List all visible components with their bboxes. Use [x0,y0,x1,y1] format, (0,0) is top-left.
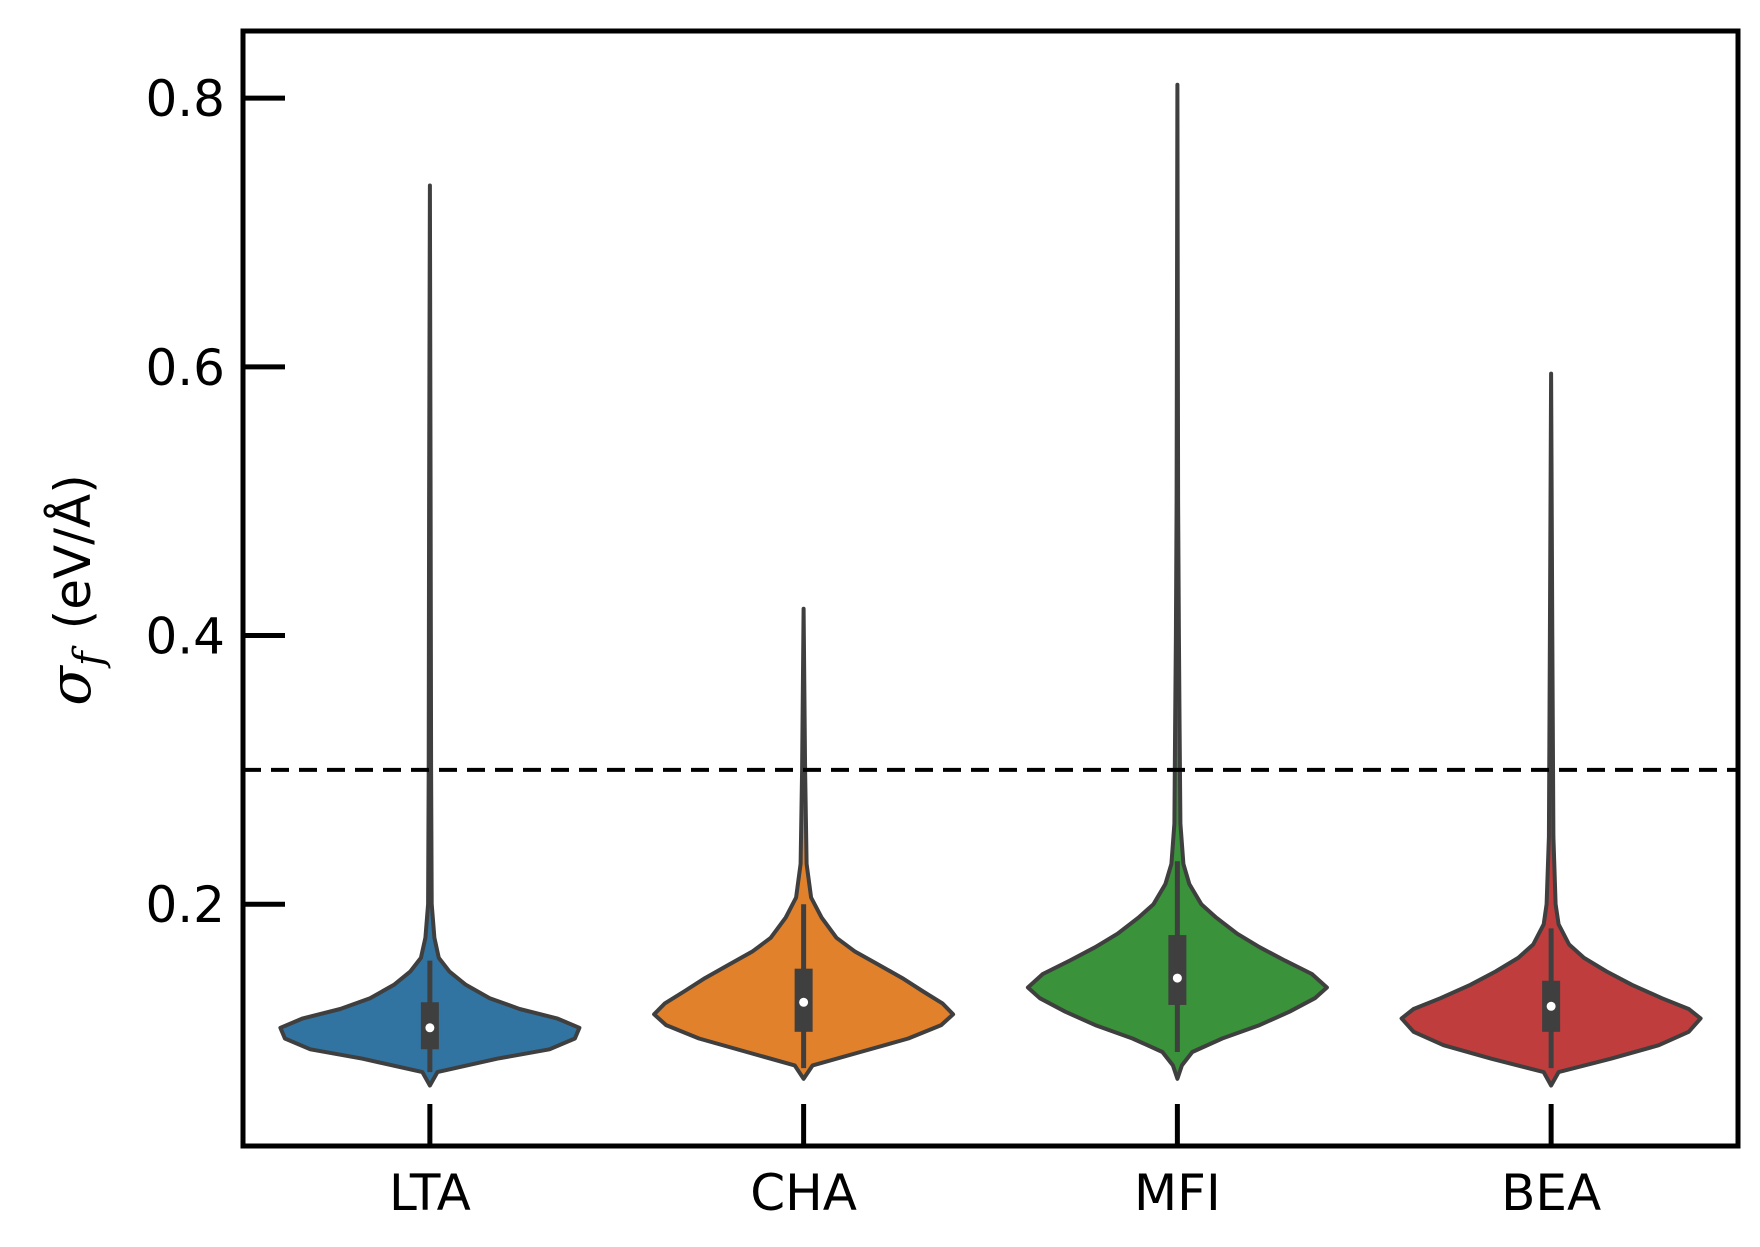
y-tick-label: 0.2 [145,876,225,934]
iqr-box-mfi [1168,935,1187,1005]
y-tick-label: 0.8 [145,70,225,128]
x-tick-label-mfi: MFI [1134,1164,1221,1222]
x-axis-ticks: LTA CHA MFI BEA [389,1104,1601,1222]
violin-lta [278,183,582,1088]
y-axis-title: σf (eV/Å) [36,474,112,705]
x-tick-label-cha: CHA [750,1164,857,1222]
violin-bea [1399,371,1703,1088]
median-dot-mfi [1172,973,1182,983]
y-tick-label: 0.6 [145,339,225,397]
violins-layer [278,82,1703,1088]
y-axis-unit: (eV/Å) [44,474,102,629]
median-dot-bea [1546,1001,1556,1011]
violin-body-bea [1399,371,1703,1088]
x-tick-label-bea: BEA [1501,1164,1601,1222]
y-axis-subscript: f [66,645,112,669]
violin-body-cha [652,606,956,1081]
y-axis-symbol: σ [36,665,104,706]
median-dot-cha [799,997,809,1007]
violin-mfi [1025,82,1329,1081]
violin-cha [652,606,956,1081]
violin-body-lta [278,183,582,1088]
y-tick-label: 0.4 [145,608,225,666]
violin-body-mfi [1025,82,1329,1081]
x-tick-label-lta: LTA [389,1164,471,1222]
plot-frame [240,28,1741,1149]
median-dot-lta [425,1023,435,1033]
y-axis-ticks: 0.2 0.4 0.6 0.8 [145,70,285,934]
